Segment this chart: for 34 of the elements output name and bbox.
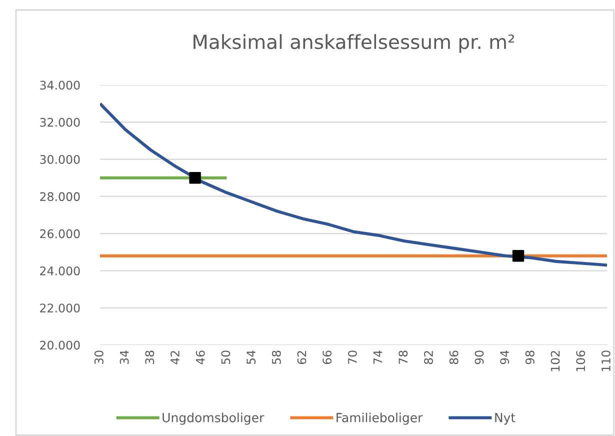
x-tick-label: 94 — [500, 350, 510, 364]
x-tick-label: 106 — [576, 350, 586, 372]
legend-label: Familieboliger — [336, 412, 423, 425]
x-tick-label: 42 — [170, 351, 180, 364]
x-tick-label: 70 — [348, 350, 357, 364]
y-tick-label: 24.000 — [40, 266, 80, 276]
y-tick-label: 34.000 — [40, 80, 80, 90]
x-tick-label: 66 — [322, 350, 332, 364]
x-tick-label: 90 — [474, 350, 484, 364]
y-tick-label: 26.000 — [40, 229, 80, 238]
x-tick-label: 46 — [196, 350, 205, 364]
legend-label: Nyt — [495, 413, 516, 425]
x-tick-label: 86 — [449, 350, 458, 364]
x-tick-label: 50 — [221, 350, 230, 364]
y-tick-label: 32.000 — [40, 118, 80, 127]
line-series — [100, 102, 607, 267]
x-tick-label: 102 — [550, 351, 560, 372]
y-tick-label: 20.000 — [40, 340, 80, 350]
legend-label: Ungdomsboliger — [162, 412, 264, 425]
x-tick-label: 58 — [272, 350, 281, 364]
x-tick-label: 38 — [145, 350, 154, 364]
x-tick-label: 82 — [424, 351, 433, 364]
x-tick-label: 110 — [601, 350, 610, 372]
chart-title: Maksimal anskaffelsessum pr. m² — [194, 34, 514, 53]
y-tick-label: 22.000 — [40, 304, 80, 313]
y-tick-label: 30.000 — [40, 155, 80, 164]
x-tick-label: 78 — [398, 350, 408, 364]
x-tick-label: 98 — [525, 350, 534, 364]
x-tick-label: 74 — [374, 350, 382, 364]
x-tick-label: 54 — [246, 350, 256, 364]
x-tick-label: 30 — [94, 350, 104, 364]
x-tick-label: 34 — [120, 350, 129, 364]
y-tick-label: 28.000 — [40, 192, 80, 202]
x-tick-label: 62 — [297, 351, 306, 364]
